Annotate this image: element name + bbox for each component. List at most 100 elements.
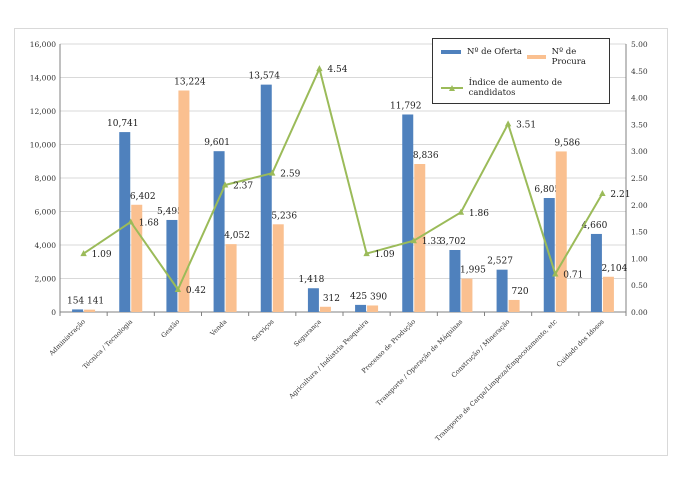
y-right-tick-label: 2.00 <box>631 201 648 210</box>
marker-indice <box>410 237 417 244</box>
x-category-label: Cuidado dos Idosos <box>555 318 606 369</box>
data-label-indice: 2.37 <box>233 181 253 191</box>
x-category-label: Processo de Produção <box>360 318 417 375</box>
y-right-tick-label: 4.00 <box>631 94 648 103</box>
data-label-procura: 312 <box>323 294 340 304</box>
y-left-tick-label: 14,000 <box>30 74 56 83</box>
y-right-tick-label: 0.00 <box>631 308 648 317</box>
data-label-procura: 720 <box>511 287 528 297</box>
bar-oferta <box>72 309 84 312</box>
y-right-tick-label: 3.50 <box>631 120 648 129</box>
marker-indice <box>504 120 512 127</box>
data-label-indice: 2.21 <box>610 190 630 200</box>
marker-indice <box>80 250 87 257</box>
data-label-indice: 1.86 <box>469 209 489 219</box>
legend-label-oferta: Nº de Oferta <box>467 47 523 57</box>
data-label-oferta: 6,805 <box>534 185 560 195</box>
bar-oferta <box>213 151 225 312</box>
marker-indice <box>457 208 465 215</box>
data-label-indice: 4.54 <box>327 65 347 75</box>
bar-oferta <box>307 288 319 312</box>
y-left-tick-label: 16,000 <box>30 40 56 49</box>
legend-label-procura: Nº de Procura <box>551 47 586 67</box>
bar-oferta <box>355 304 367 312</box>
legend-item-oferta: Nº de Oferta <box>441 47 522 57</box>
line-indice <box>83 65 604 292</box>
data-label-procura: 9,586 <box>554 138 580 148</box>
bar-procura <box>367 305 379 312</box>
x-category-label: Administração <box>47 318 87 358</box>
y-left-tick-label: 0 <box>51 308 56 317</box>
x-category-label: Agricultura / Indústria Pesqueira <box>287 318 370 401</box>
marker-indice <box>174 285 182 292</box>
bar-procura <box>272 224 284 312</box>
bar-oferta <box>166 219 178 312</box>
x-category-label: Serviços <box>250 318 276 344</box>
bar-oferta <box>402 114 414 312</box>
y-right-tick-label: 1.00 <box>631 254 648 263</box>
bar-procura <box>508 299 520 312</box>
data-label-oferta: 11,792 <box>390 101 422 111</box>
y-right-tick-label: 1.50 <box>631 228 648 237</box>
legend-swatch-indice <box>441 85 463 91</box>
data-label-oferta: 425 <box>350 292 367 302</box>
data-label-indice: 1.68 <box>139 218 159 228</box>
y-left-tick-label: 10,000 <box>30 141 56 150</box>
x-category-label: Transporte / Operação de Máquinas <box>374 318 464 408</box>
data-label-procura: 4,052 <box>224 231 250 241</box>
data-label-indice: 0.42 <box>186 286 206 296</box>
data-label-oferta: 4,660 <box>582 221 608 231</box>
y-right-tick-label: 2.50 <box>631 174 648 183</box>
y-left-tick-label: 12,000 <box>30 107 56 116</box>
y-right-tick-label: 0.50 <box>631 281 648 290</box>
data-label-procura: 5,236 <box>271 211 297 221</box>
data-label-indice: 0.71 <box>563 270 583 280</box>
marker-indice <box>599 190 606 197</box>
bar-oferta <box>449 249 461 312</box>
data-label-oferta: 5,495 <box>157 207 183 217</box>
bar-oferta <box>260 84 272 312</box>
data-label-procura: 2,104 <box>602 264 628 274</box>
chart-legend: Nº de Oferta Nº de Procura Índice de aum… <box>432 38 610 104</box>
data-label-oferta: 3,702 <box>440 237 466 247</box>
x-category-label: Gestão <box>160 318 182 340</box>
data-label-indice: 1.09 <box>375 250 395 260</box>
data-label-procura: 390 <box>370 292 387 302</box>
marker-indice <box>552 270 559 277</box>
bar-procura <box>178 90 190 312</box>
data-label-oferta: 1,418 <box>299 275 325 285</box>
bar-oferta <box>590 233 602 312</box>
marker-indice <box>221 181 229 188</box>
x-category-label: Segurança <box>292 318 323 349</box>
x-category-label: Técnica / Tecnologia <box>81 318 134 371</box>
data-label-procura: 141 <box>87 297 104 307</box>
bar-procura <box>602 276 614 312</box>
data-label-indice: 2.59 <box>280 170 300 180</box>
bar-procura <box>131 204 143 312</box>
marker-indice <box>316 65 323 72</box>
y-left-tick-label: 8,000 <box>35 174 57 183</box>
bar-procura <box>225 244 237 312</box>
data-label-indice: 1.09 <box>92 250 112 260</box>
legend-label-indice: Índice de aumento de candidatos <box>468 78 563 98</box>
legend-swatch-procura <box>527 55 546 59</box>
data-label-oferta: 13,574 <box>249 72 281 82</box>
data-label-procura: 13,224 <box>174 77 206 87</box>
marker-indice <box>269 169 276 176</box>
legend-item-procura: Nº de Procura <box>527 47 609 67</box>
x-category-label: Venda <box>208 318 229 339</box>
data-label-oferta: 154 <box>67 296 84 306</box>
marker-indice <box>127 218 134 225</box>
chart-frame <box>14 28 668 456</box>
y-left-tick-label: 6,000 <box>35 208 57 217</box>
bar-procura <box>555 151 567 312</box>
data-label-oferta: 2,527 <box>487 257 513 267</box>
data-label-indice: 3.51 <box>516 120 536 130</box>
data-label-indice: 1.33 <box>422 237 442 247</box>
y-left-tick-label: 4,000 <box>35 241 57 250</box>
data-label-procura: 6,402 <box>130 192 156 202</box>
data-label-oferta: 10,741 <box>107 119 139 129</box>
y-right-tick-label: 4.50 <box>631 67 648 76</box>
data-label-procura: 8,836 <box>413 151 439 161</box>
